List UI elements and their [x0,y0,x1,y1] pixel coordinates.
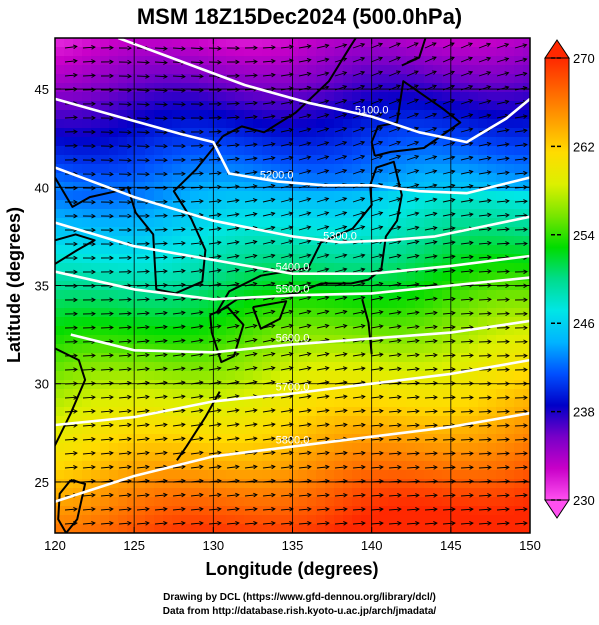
x-tick-label: 125 [123,538,145,553]
coast-japan [215,160,403,314]
contour-line-5 [70,319,530,354]
contour-label: 5300.0 [323,230,357,242]
coastlines [55,38,462,533]
coast-hokkaido [370,80,462,157]
x-axis-ticks: 120 125 130 135 140 145 150 [44,38,541,553]
y-tick-label: 30 [35,377,49,392]
y-axis-label: Latitude (degrees) [4,207,24,363]
contour-line-4 [55,270,530,301]
colorbar-tick-label: 238 [573,405,595,420]
coast-shikoku [251,300,288,330]
coast-kyushu [209,306,245,364]
y-tick-label: 35 [35,279,49,294]
coast-korea [126,135,224,295]
plot-area: 5100.0 5200.0 5300.0 5400.0 5500.0 5600.0 5700… [55,38,530,533]
contour-line-1 [55,97,530,195]
credit-drawing: Drawing by DCL (https://www.gfd-dennou.o… [163,592,436,603]
colorbar-tick-label: 254 [573,228,595,243]
y-tick-label: 25 [35,475,49,490]
contour-label: 5600.0 [276,332,310,344]
temperature-field [55,38,530,533]
x-tick-label: 120 [44,538,66,553]
geopotential-contours: 5100.0 5200.0 5300.0 5400.0 5500.0 5600.0 5700… [55,38,530,503]
y-tick-label: 40 [35,180,49,195]
coast-sakhalin [401,38,427,67]
colorbar-tick-label: 230 [573,493,595,508]
colorbar-body [544,57,570,501]
x-tick-label: 140 [361,538,383,553]
coast-taiwan [57,479,87,533]
contour-label: 5200.0 [260,169,294,181]
coast-liaodong [55,176,125,208]
credit-data: Data from http://database.rish.kyoto-u.a… [162,606,437,617]
contour-label: 5800.0 [276,435,310,447]
coast-izu [361,299,373,355]
colorbar: 230 238 246 254 262 270 [544,39,595,519]
colorbar-tick-label: 246 [573,316,595,331]
y-tick-label: 45 [35,82,49,97]
coast-russia [222,38,357,138]
x-tick-label: 130 [202,538,224,553]
contour-line-3 [55,221,530,275]
map-title: MSM 18Z15Dec2024 (500.0hPa) [136,4,463,29]
contour-label: 5700.0 [276,382,310,394]
x-tick-label: 135 [282,538,304,553]
contour-line-6 [55,358,530,427]
contour-line-0 [117,38,530,144]
coast-shandong [55,233,96,265]
colorbar-tick-label: 262 [573,139,595,154]
contour-line-7 [55,411,530,503]
colorbar-max-triangle [544,39,570,59]
colorbar-tick-label: 270 [573,51,595,66]
contour-label: 5100.0 [355,105,389,117]
x-tick-label: 145 [440,538,462,553]
contour-line-2 [55,166,530,244]
x-tick-label: 150 [519,538,541,553]
contour-label: 5500.0 [276,283,310,295]
y-axis-ticks: 25 30 35 40 45 [35,82,530,490]
x-axis-label: Longitude (degrees) [205,559,378,579]
colorbar-min-triangle [544,499,570,519]
coast-ryukyu [176,391,221,461]
contour-label: 5400.0 [276,262,310,274]
